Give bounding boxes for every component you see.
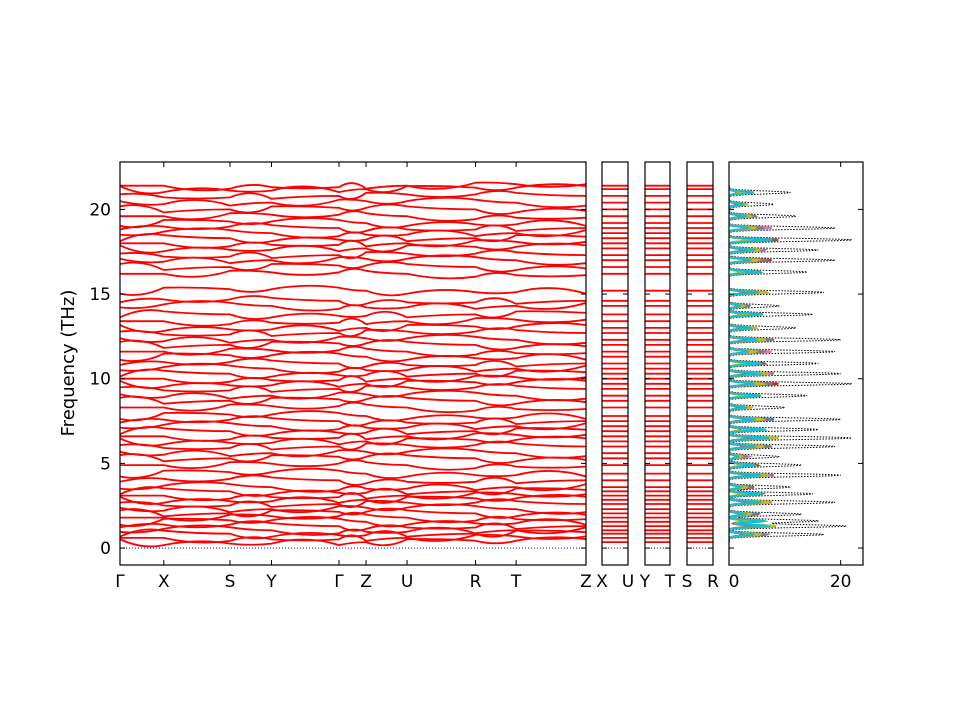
band-line (120, 183, 586, 195)
panel-frame (686, 161, 714, 566)
kpoint-label: Z (580, 572, 592, 592)
y-tick-label: 15 (89, 285, 111, 305)
band-line (120, 491, 586, 502)
dos-frame (728, 161, 864, 566)
band-line (120, 511, 586, 524)
band-line (120, 295, 586, 307)
panel-frame (644, 161, 671, 566)
panel-frame (601, 161, 629, 566)
band-line (120, 309, 586, 320)
band-line (120, 498, 586, 509)
band-line (120, 516, 586, 528)
band-line (120, 474, 586, 486)
band-line (120, 452, 586, 464)
y-tick-label: 0 (100, 539, 111, 559)
band-line (120, 486, 586, 497)
kpoint-label: Z (360, 572, 372, 592)
y-axis-title: Frequency (THz) (58, 290, 79, 437)
dos-x-tick-label: 20 (830, 572, 852, 592)
kpoint-label: Γ (334, 572, 344, 592)
band-line (120, 524, 586, 536)
band-line (120, 426, 586, 437)
kpoint-label: S (682, 572, 693, 592)
band-line (120, 339, 586, 351)
band-line (120, 217, 586, 229)
kpoint-label: U (622, 572, 634, 592)
band-line (120, 536, 586, 548)
kpoint-label: X (158, 572, 170, 592)
band-line (120, 190, 586, 200)
band-line (120, 528, 586, 540)
y-axis: 0 5 10 15 20 (89, 200, 111, 559)
band-line (120, 507, 586, 519)
band-line (120, 232, 586, 244)
panel-frame (119, 161, 587, 566)
total-dos-line (729, 185, 852, 543)
kpoint-label: Γ (115, 572, 125, 592)
band-line (120, 327, 586, 337)
band-line (120, 254, 586, 266)
band-line (120, 467, 586, 480)
band-line (120, 357, 586, 370)
kpoint-label: U (401, 572, 413, 592)
dos-panel: 0 20 (728, 161, 864, 592)
kpoint-label: T (510, 572, 522, 592)
kpoint-label: Y (265, 572, 277, 592)
y-tick-label: 20 (89, 200, 111, 220)
kpoint-label: X (596, 572, 608, 592)
band-line (120, 395, 586, 407)
dos-x-tick-label: 0 (729, 572, 740, 592)
y-tick-label: 5 (100, 454, 111, 474)
kpoint-label: R (707, 572, 719, 592)
kpoint-label: R (470, 572, 482, 592)
y-tick-label: 10 (89, 370, 111, 390)
band-line (120, 317, 586, 327)
band-line (120, 322, 586, 334)
band-line (120, 368, 586, 380)
band-line (120, 284, 586, 297)
band-line (120, 203, 586, 215)
kpoint-label: S (225, 572, 236, 592)
kpoint-label: T (664, 572, 676, 592)
band-line (120, 533, 586, 544)
band-line (120, 181, 586, 192)
kpoint-label: Y (639, 572, 651, 592)
band-line (120, 494, 586, 506)
band-line (120, 261, 586, 273)
band-line (120, 410, 586, 422)
